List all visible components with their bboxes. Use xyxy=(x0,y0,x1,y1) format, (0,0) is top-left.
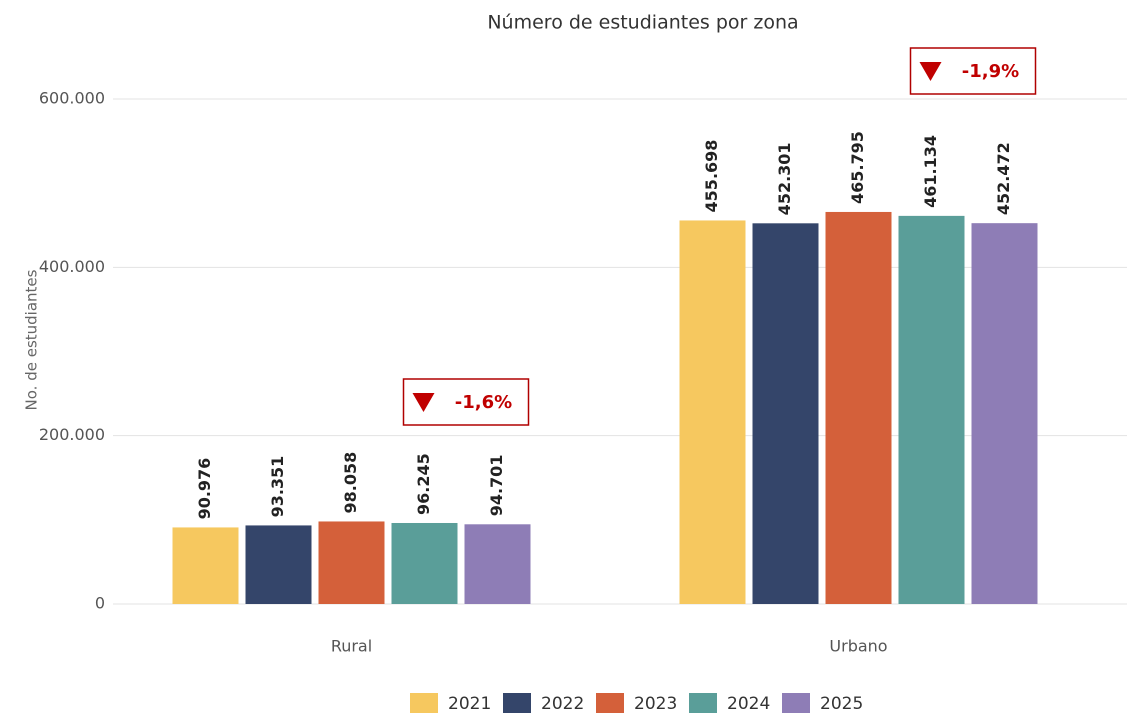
legend-swatch xyxy=(689,693,717,713)
legend-label: 2024 xyxy=(727,694,770,713)
x-tick-label: Rural xyxy=(331,637,372,656)
bar xyxy=(898,215,965,604)
value-label: 455.698 xyxy=(702,140,721,213)
bar xyxy=(971,223,1038,604)
annotation-text: -1,6% xyxy=(455,392,512,413)
value-label: 94.701 xyxy=(487,455,506,517)
y-tick-label: 400.000 xyxy=(39,257,105,276)
value-label: 465.795 xyxy=(848,131,867,204)
y-axis-label: No. de estudiantes xyxy=(23,269,41,410)
chart-title: Número de estudiantes por zona xyxy=(487,12,798,34)
bar xyxy=(752,223,819,604)
down-arrow xyxy=(919,62,942,81)
value-label: 452.472 xyxy=(994,142,1013,215)
bar xyxy=(679,220,746,605)
bar xyxy=(245,525,312,604)
legend-swatch xyxy=(782,693,810,713)
bar xyxy=(172,527,239,604)
value-label: 96.245 xyxy=(414,453,433,515)
bar xyxy=(825,211,892,604)
legend-label: 2025 xyxy=(820,694,863,713)
legend-label: 2023 xyxy=(634,694,677,713)
legend-swatch xyxy=(410,693,438,713)
bar xyxy=(464,524,531,604)
bar xyxy=(391,522,458,604)
value-label: 452.301 xyxy=(775,142,794,215)
legend-label: 2022 xyxy=(541,694,584,713)
down-arrow xyxy=(412,393,435,412)
y-tick-label: 200.000 xyxy=(39,425,105,444)
x-tick-label: Urbano xyxy=(829,637,887,656)
y-tick-label: 600.000 xyxy=(39,89,105,108)
bar xyxy=(318,521,385,604)
value-label: 93.351 xyxy=(268,456,287,518)
legend-label: 2021 xyxy=(448,694,491,713)
y-tick-label: 0 xyxy=(95,594,105,613)
value-label: 98.058 xyxy=(341,452,360,514)
annotation-text: -1,9% xyxy=(962,61,1019,82)
legend-swatch xyxy=(596,693,624,713)
legend-swatch xyxy=(503,693,531,713)
value-label: 461.134 xyxy=(921,135,940,208)
value-label: 90.976 xyxy=(195,458,214,520)
